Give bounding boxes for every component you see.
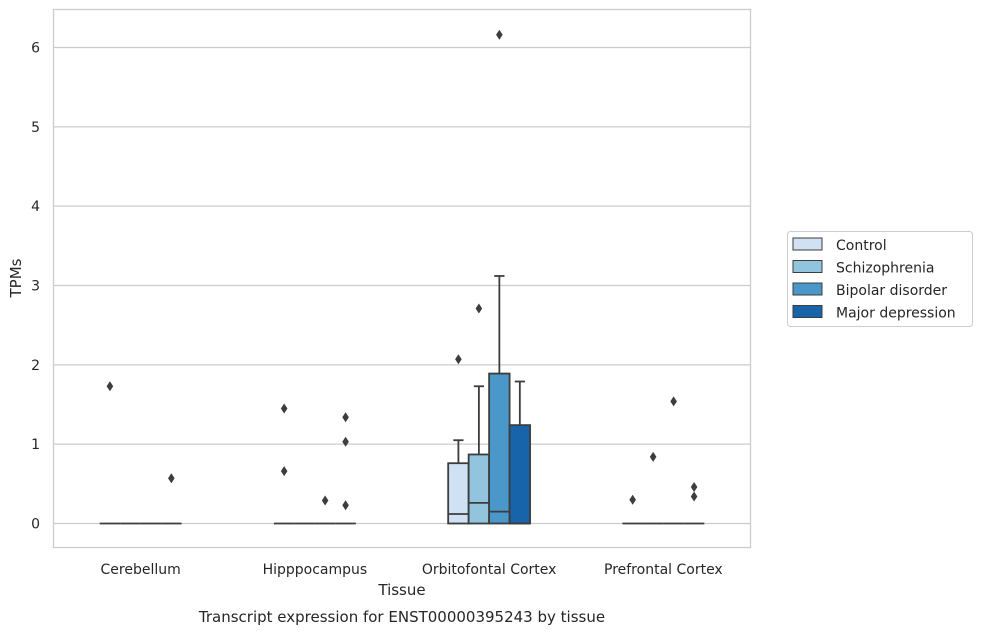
outlier-point	[649, 451, 657, 462]
legend: Control Schizophrenia Bipolar disorder Majo…	[787, 231, 973, 327]
outlier-point	[690, 482, 698, 493]
outlier-point	[496, 29, 503, 40]
outlier-point	[280, 466, 288, 477]
legend-label-1: Control	[836, 238, 887, 254]
outlier-point	[629, 494, 636, 505]
box-3-2	[467, 303, 491, 525]
y-tick-label-1: 1	[31, 437, 40, 453]
box-3-4	[508, 380, 531, 525]
outlier-point	[475, 303, 483, 314]
outlier-point	[106, 381, 114, 392]
box-4-4	[683, 482, 705, 525]
legend-swatch-2	[792, 260, 823, 273]
box-4-3	[663, 396, 684, 525]
box-1-4	[161, 473, 182, 525]
outlier-point	[342, 500, 349, 511]
legend-frame	[787, 231, 973, 327]
legend-label-4: Major depression	[836, 306, 956, 322]
box-groups	[99, 29, 705, 525]
legend-label-2: Schizophrenia	[836, 261, 934, 277]
y-tick-label-3: 3	[31, 279, 40, 295]
box-3-3	[488, 29, 511, 525]
outlier-point	[670, 396, 677, 407]
x-axis-ticks: Cerebellum Hipppocampus Orbitofontal Corte…	[101, 562, 723, 578]
gridlines	[53, 46, 751, 525]
y-tick-label-5: 5	[31, 120, 40, 136]
box-2-3	[314, 495, 336, 525]
y-tick-label-4: 4	[31, 199, 40, 215]
box-4-1	[622, 494, 643, 525]
x-axis-label: Tissue	[377, 581, 425, 599]
y-tick-label-6: 6	[31, 41, 40, 57]
chart-caption: Transcript expression for ENST0000039524…	[198, 608, 605, 626]
outlier-point	[342, 412, 349, 423]
box-body	[508, 424, 531, 525]
box-4-2	[642, 451, 664, 525]
legend-label-3: Bipolar disorder	[836, 283, 947, 299]
box-3-1	[447, 354, 470, 525]
outlier-point	[280, 403, 288, 414]
box-body	[467, 453, 491, 525]
outlier-point	[342, 436, 349, 447]
y-tick-label-0: 0	[31, 517, 40, 533]
x-tick-label-1: Cerebellum	[101, 562, 181, 578]
legend-swatch-3	[792, 282, 823, 296]
x-tick-label-2: Hipppocampus	[263, 562, 368, 578]
plot-frame	[52, 8, 752, 549]
box-2-4	[335, 412, 356, 525]
y-tick-label-2: 2	[31, 358, 40, 374]
box-1-1	[99, 381, 121, 525]
box-body	[488, 372, 511, 525]
box-2-1	[273, 403, 295, 525]
y-axis-ticks: 0 1 2 3 4 5 6	[31, 41, 40, 533]
y-axis-label: TPMs	[7, 258, 25, 298]
outlier-point	[321, 495, 329, 506]
x-tick-label-4: Prefrontal Cortex	[604, 562, 723, 578]
legend-swatch-1	[792, 237, 823, 251]
outlier-point	[168, 473, 175, 484]
x-tick-label-3: Orbitofontal Cortex	[422, 562, 557, 578]
outlier-point	[690, 491, 698, 502]
outlier-point	[455, 354, 462, 365]
legend-swatch-4	[792, 305, 823, 318]
